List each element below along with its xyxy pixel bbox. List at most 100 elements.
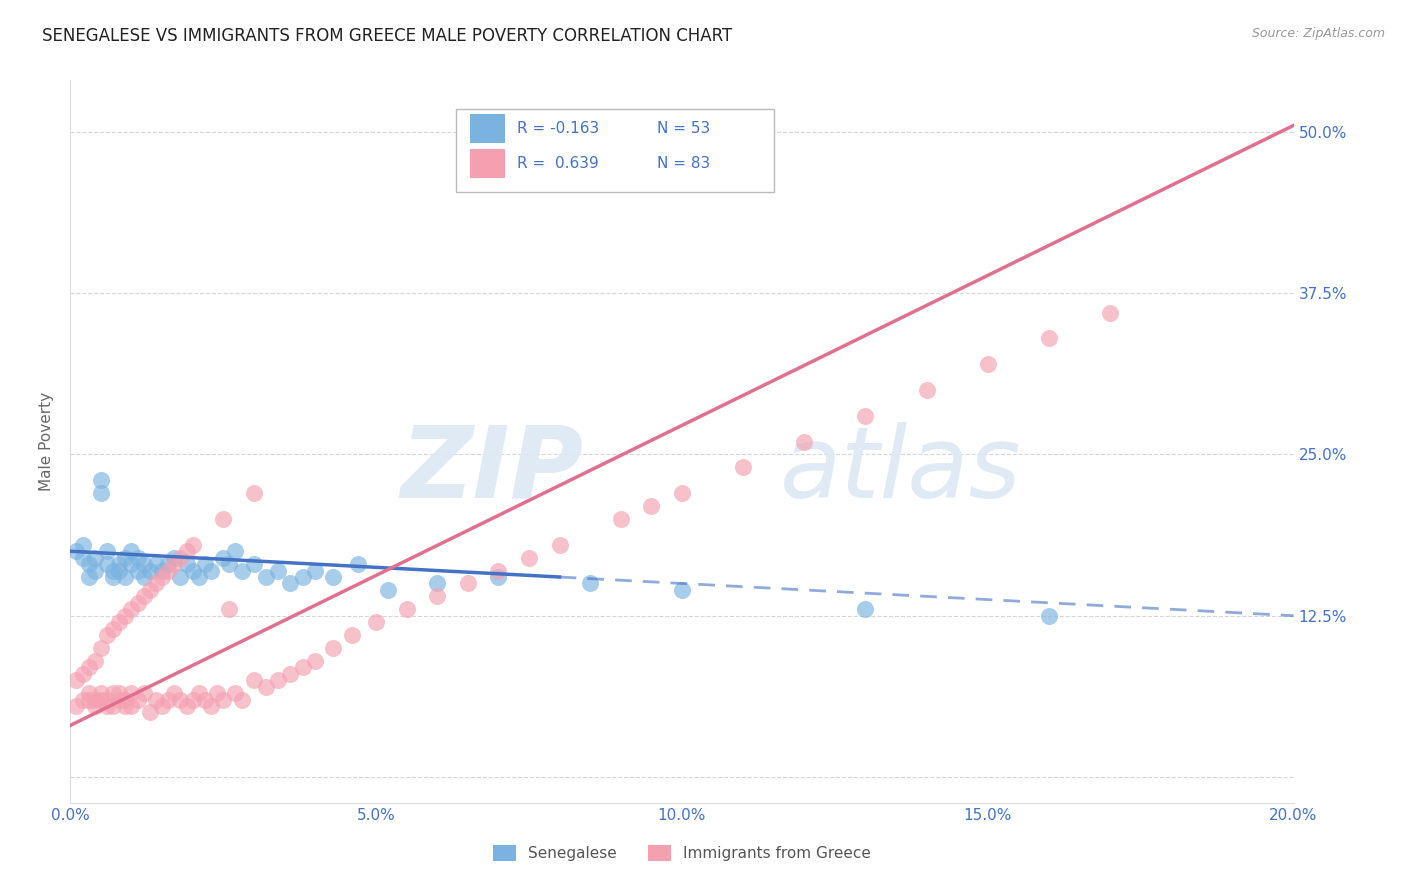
Point: [243, 557, 266, 571]
Legend: Senegalese, Immigrants from Greece: Senegalese, Immigrants from Greece: [486, 839, 877, 867]
Point: [855, 602, 877, 616]
Point: [366, 615, 388, 630]
Point: [793, 434, 815, 449]
Point: [291, 570, 314, 584]
Text: ZIP: ZIP: [401, 422, 583, 519]
Point: [457, 576, 479, 591]
Text: N = 53: N = 53: [658, 121, 710, 136]
Point: [426, 590, 449, 604]
Point: [145, 692, 167, 706]
Point: [101, 564, 124, 578]
Point: [976, 357, 998, 371]
Point: [96, 557, 118, 571]
Point: [108, 557, 131, 571]
Point: [280, 576, 302, 591]
Point: [176, 699, 198, 714]
Point: [77, 660, 100, 674]
Point: [96, 628, 118, 642]
Point: [139, 706, 162, 720]
Text: Source: ZipAtlas.com: Source: ZipAtlas.com: [1251, 27, 1385, 40]
Point: [132, 686, 155, 700]
Point: [132, 557, 155, 571]
Point: [254, 570, 277, 584]
Point: [90, 692, 112, 706]
Point: [145, 576, 167, 591]
Point: [212, 550, 235, 565]
Point: [83, 550, 105, 565]
Point: [72, 692, 94, 706]
Point: [163, 550, 186, 565]
Point: [145, 557, 167, 571]
Point: [114, 692, 136, 706]
Point: [96, 544, 118, 558]
Point: [101, 570, 124, 584]
Point: [579, 576, 602, 591]
Point: [150, 699, 173, 714]
Point: [194, 692, 217, 706]
Point: [322, 640, 344, 655]
Point: [176, 557, 198, 571]
Point: [488, 570, 510, 584]
Point: [114, 570, 136, 584]
Point: [224, 544, 246, 558]
Point: [96, 692, 118, 706]
Point: [517, 550, 540, 565]
Point: [127, 692, 149, 706]
Point: [139, 582, 162, 597]
Point: [181, 538, 204, 552]
Point: [243, 673, 266, 688]
Point: [90, 640, 112, 655]
Point: [304, 564, 326, 578]
Point: [114, 699, 136, 714]
Point: [157, 692, 180, 706]
Point: [90, 486, 112, 500]
Point: [548, 538, 571, 552]
Point: [77, 557, 100, 571]
Point: [121, 557, 143, 571]
Point: [304, 654, 326, 668]
Point: [610, 512, 633, 526]
Point: [426, 576, 449, 591]
Point: [72, 550, 94, 565]
Point: [157, 564, 180, 578]
Text: R = -0.163: R = -0.163: [517, 121, 599, 136]
Point: [181, 692, 204, 706]
Point: [83, 564, 105, 578]
Point: [1038, 608, 1060, 623]
Point: [254, 680, 277, 694]
Point: [132, 570, 155, 584]
Point: [108, 686, 131, 700]
Point: [671, 486, 693, 500]
Point: [101, 622, 124, 636]
Point: [377, 582, 399, 597]
Point: [121, 544, 143, 558]
Point: [65, 673, 87, 688]
Point: [169, 570, 191, 584]
Point: [77, 686, 100, 700]
Point: [346, 557, 368, 571]
Point: [96, 699, 118, 714]
Point: [83, 699, 105, 714]
FancyBboxPatch shape: [456, 109, 773, 193]
Text: R =  0.639: R = 0.639: [517, 156, 599, 171]
Text: N = 83: N = 83: [658, 156, 710, 171]
Point: [915, 383, 938, 397]
Point: [205, 686, 228, 700]
Point: [194, 557, 217, 571]
Point: [1038, 331, 1060, 345]
Point: [200, 699, 222, 714]
FancyBboxPatch shape: [470, 149, 505, 178]
Point: [114, 608, 136, 623]
Point: [488, 564, 510, 578]
Point: [65, 544, 87, 558]
Point: [640, 499, 662, 513]
Point: [169, 692, 191, 706]
Point: [291, 660, 314, 674]
Point: [322, 570, 344, 584]
Point: [77, 570, 100, 584]
FancyBboxPatch shape: [470, 114, 505, 143]
Point: [176, 544, 198, 558]
Point: [101, 699, 124, 714]
Point: [90, 686, 112, 700]
Point: [150, 564, 173, 578]
